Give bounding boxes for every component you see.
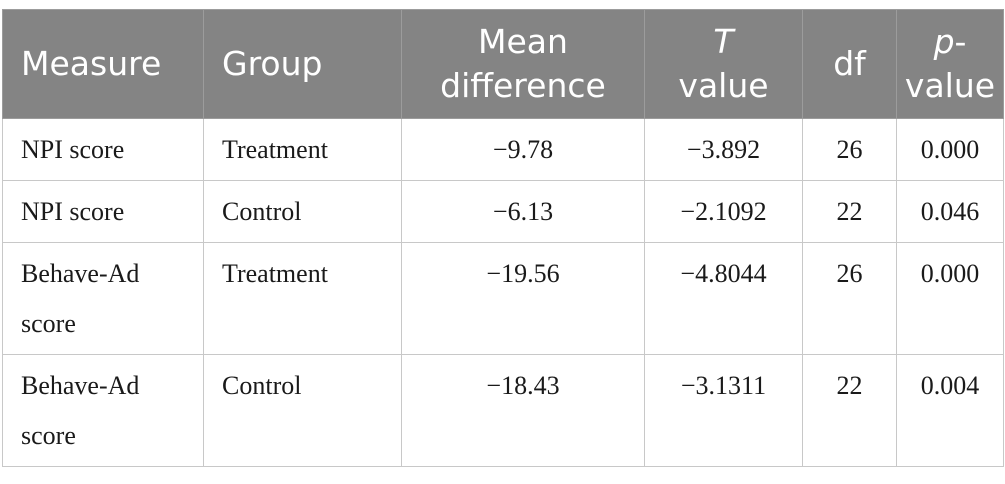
header-mean-line2: difference xyxy=(440,66,606,105)
cell-df: 26 xyxy=(802,118,897,181)
cell-group: Control xyxy=(203,354,402,467)
cell-df: 22 xyxy=(802,180,897,243)
header-row: Measure Group Mean difference T value df… xyxy=(2,9,1004,119)
cell-measure: NPI score xyxy=(2,180,204,243)
table-row: NPI score Treatment −9.78 −3.892 26 0.00… xyxy=(2,118,1004,181)
measure-line1: Behave-Ad xyxy=(21,371,140,400)
cell-t-value: −4.8044 xyxy=(644,242,803,355)
cell-t-value: −3.892 xyxy=(644,118,803,181)
header-df: df xyxy=(802,9,897,119)
cell-group: Treatment xyxy=(203,242,402,355)
header-measure-label: Measure xyxy=(21,44,162,83)
cell-p-value: 0.000 xyxy=(896,242,1004,355)
cell-t-value: −2.1092 xyxy=(644,180,803,243)
measure-line1: NPI score xyxy=(21,197,125,226)
header-group-label: Group xyxy=(222,44,323,83)
cell-df: 26 xyxy=(802,242,897,355)
measure-line2: score xyxy=(21,421,76,450)
cell-t-value: −3.1311 xyxy=(644,354,803,467)
cell-group: Treatment xyxy=(203,118,402,181)
cell-mean-difference: −18.43 xyxy=(401,354,645,467)
cell-p-value: 0.004 xyxy=(896,354,1004,467)
cell-measure: Behave-Ad score xyxy=(2,242,204,355)
header-p-italic: p xyxy=(933,22,955,61)
cell-measure: NPI score xyxy=(2,118,204,181)
header-t-rest: value xyxy=(678,66,769,105)
table-row: Behave-Ad score Control −18.43 −3.1311 22… xyxy=(2,354,1004,467)
header-p-dash: - xyxy=(954,22,967,61)
header-group: Group xyxy=(203,9,402,119)
table-body: NPI score Treatment −9.78 −3.892 26 0.00… xyxy=(2,118,1004,467)
cell-group: Control xyxy=(203,180,402,243)
cell-mean-difference: −9.78 xyxy=(401,118,645,181)
cell-mean-difference: −19.56 xyxy=(401,242,645,355)
cell-p-value: 0.000 xyxy=(896,118,1004,181)
header-t-italic: T xyxy=(713,22,734,61)
header-mean-difference: Mean difference xyxy=(401,9,645,119)
results-table: Measure Group Mean difference T value df… xyxy=(2,9,1004,467)
header-measure: Measure xyxy=(2,9,204,119)
header-p-rest: value xyxy=(904,66,996,105)
table-header: Measure Group Mean difference T value df… xyxy=(2,9,1004,119)
cell-mean-difference: −6.13 xyxy=(401,180,645,243)
header-df-label: df xyxy=(833,44,866,83)
cell-df: 22 xyxy=(802,354,897,467)
header-t-value: T value xyxy=(644,9,803,119)
measure-line1: Behave-Ad xyxy=(21,259,140,288)
header-mean-line1: Mean xyxy=(478,22,568,61)
table-row: Behave-Ad score Treatment −19.56 −4.8044 … xyxy=(2,242,1004,355)
cell-measure: Behave-Ad score xyxy=(2,354,204,467)
header-p-value: p- value xyxy=(896,9,1004,119)
measure-line2: score xyxy=(21,309,76,338)
table-row: NPI score Control −6.13 −2.1092 22 0.046 xyxy=(2,180,1004,243)
cell-p-value: 0.046 xyxy=(896,180,1004,243)
measure-line1: NPI score xyxy=(21,135,125,164)
